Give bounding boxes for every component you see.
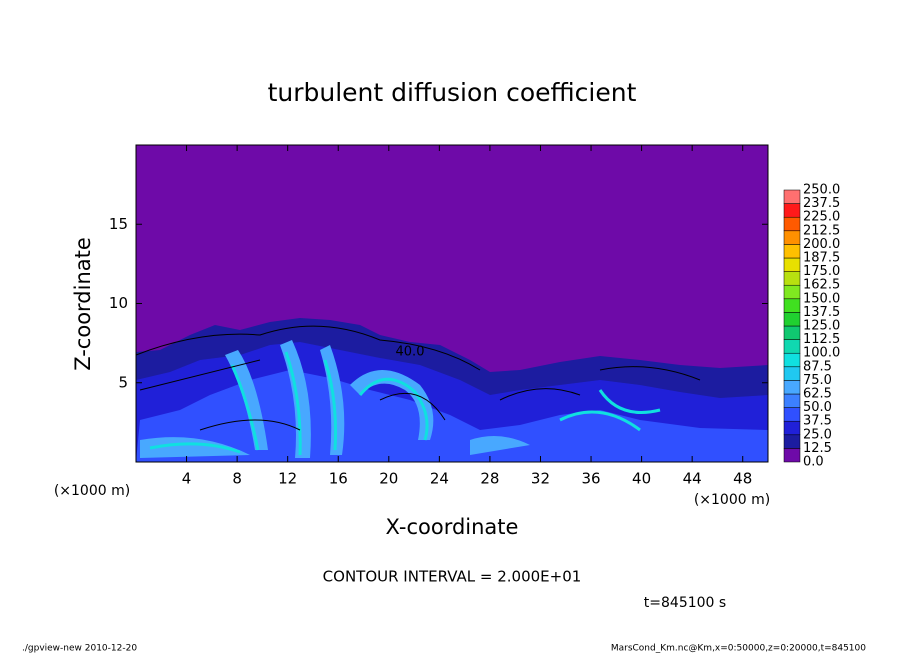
colorbar-label: 212.5 (803, 223, 840, 238)
time-label: t=845100 s (644, 595, 726, 611)
x-tick-label: 12 (278, 470, 297, 488)
x-tick-label: 16 (329, 470, 348, 488)
x-unit: (×1000 m) (694, 492, 770, 508)
colorbar-bin (783, 244, 801, 259)
field (135, 145, 768, 462)
colorbar-bin (783, 216, 801, 232)
colorbar-label: 125.0 (803, 319, 840, 334)
contour-line (135, 325, 701, 431)
colorbar-label: 75.0 (803, 373, 832, 388)
colorbar-label: 225.0 (803, 210, 840, 225)
x-tick-label: 36 (581, 470, 600, 488)
colorbar-label: 250.0 (803, 183, 840, 198)
colorbar-bin (783, 434, 801, 449)
x-tick-label: 48 (733, 470, 752, 488)
colorbar-bin (783, 271, 801, 286)
contour-label: 40.0 (396, 345, 425, 360)
colorbar-label: 162.5 (803, 278, 840, 293)
y-tick-label: 5 (118, 373, 128, 391)
colorbar-bin (783, 420, 801, 436)
colorbar-label: 62.5 (803, 387, 832, 402)
colorbar-bin (783, 312, 801, 327)
colorbar-bin (783, 407, 801, 422)
x-unit: (×1000 m) (54, 483, 130, 499)
colorbar-label: 50.0 (803, 400, 832, 415)
colorbar-bin (783, 352, 801, 368)
colorbar-label: 150.0 (803, 291, 840, 306)
chart-title: turbulent diffusion coefficient (268, 78, 637, 107)
colorbar-bin (783, 284, 801, 300)
x-tick-label: 44 (683, 470, 702, 488)
colorbar-label: 187.5 (803, 251, 840, 266)
x-tick-label: 40 (632, 470, 651, 488)
colorbar-bin (783, 448, 801, 463)
x-tick-label: 8 (232, 470, 242, 488)
colorbar-label: 100.0 (803, 346, 840, 361)
colorbar-bin (783, 366, 801, 381)
x-tick-label: 4 (182, 470, 192, 488)
y-axis-title: Z-coordinate (71, 237, 95, 371)
colorbar-bin (783, 298, 801, 313)
field-region (149, 351, 661, 456)
colorbar-bin (783, 203, 801, 218)
colorbar-label: 37.5 (803, 414, 832, 429)
colorbar-bin (783, 257, 801, 272)
x-tick-label: 32 (531, 470, 550, 488)
colorbar-label: 0.0 (803, 455, 824, 470)
colorbar-label: 200.0 (803, 237, 840, 252)
colorbar-label: 112.5 (803, 332, 840, 347)
colorbar-label: 175.0 (803, 264, 840, 279)
colorbar-label: 87.5 (803, 359, 832, 374)
x-tick-label: 20 (379, 470, 398, 488)
colorbar-bin (783, 339, 801, 354)
colorbar-label: 25.0 (803, 427, 832, 442)
colorbar-bin (783, 189, 801, 204)
colorbar-bin (783, 230, 801, 245)
colorbar-bin (783, 325, 801, 340)
colorbar-label: 137.5 (803, 305, 840, 320)
colorbar-bin (783, 393, 801, 408)
y-tick-label: 15 (109, 215, 128, 233)
footer-left: ./gpview-new 2010-12-20 (22, 644, 137, 654)
x-axis-title: X-coordinate (386, 515, 519, 539)
colorbar-label: 12.5 (803, 441, 832, 456)
contour-interval: CONTOUR INTERVAL = 2.000E+01 (323, 568, 582, 586)
colorbar-label: 237.5 (803, 196, 840, 211)
colorbar-bin (783, 380, 801, 395)
footer-right: MarsCond_Km.nc@Km,x=0:50000,z=0:20000,t=… (611, 644, 866, 654)
x-tick-label: 28 (480, 470, 499, 488)
y-tick-label: 10 (109, 294, 128, 312)
x-tick-label: 24 (430, 470, 449, 488)
